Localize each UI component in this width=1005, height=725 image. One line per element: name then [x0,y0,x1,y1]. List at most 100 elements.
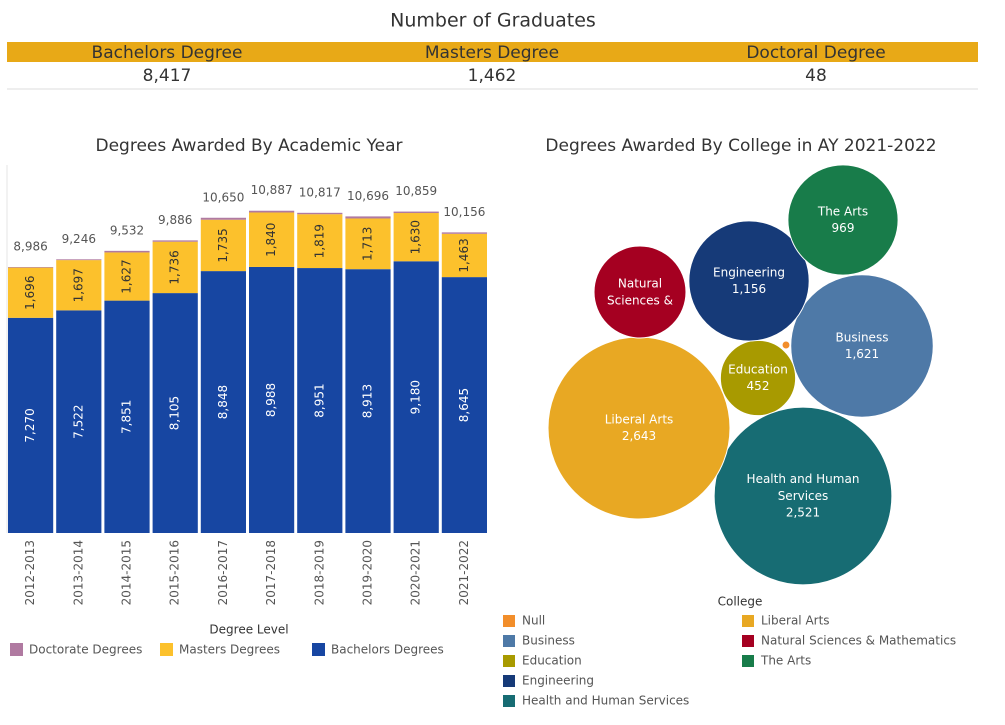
legend-swatch [160,643,173,656]
x-tick-label: 2012-2013 [23,540,37,605]
bar-segment [152,241,198,294]
total-label: 10,650 [202,190,244,204]
bar-segment [393,213,439,262]
bar-segment [249,266,295,533]
value-label: 1,713 [361,227,375,261]
legend-label: Null [522,614,545,628]
bubble-value: 1,621 [845,347,879,361]
bubble [547,336,731,520]
bubble-value: 969 [832,221,855,235]
bar-segment [200,271,246,533]
bar-segment [8,267,54,318]
legend-swatch [742,635,754,647]
value-label: 1,840 [264,223,278,257]
kpi-value: 8,417 [143,66,192,86]
bubble-name: Health and Human Services [747,472,860,503]
legend-label: Natural Sciences & Mathematics [761,634,956,648]
legend-swatch [742,615,754,627]
legend-swatch [503,695,515,707]
bar-segment [104,250,150,253]
bar-segment [345,218,391,270]
bar-segment [393,211,439,214]
value-label: 7,270 [23,408,37,442]
bubble [713,406,893,586]
legend-title: Degree Level [209,623,288,637]
kpi-label: Bachelors Degree [92,43,243,63]
value-label: 8,988 [264,383,278,417]
value-label: 8,848 [216,385,230,419]
bubble [719,339,797,417]
bar-segment [56,259,102,261]
bar-segment [104,300,150,533]
bubble-name: Natural Sciences & [607,276,673,307]
value-label: 9,180 [409,380,423,414]
legend-label: Health and Human Services [522,694,689,708]
chart-title: Degrees Awarded By Academic Year [95,136,402,156]
bar-segment [393,261,439,533]
bar-segment [200,219,246,272]
value-label: 1,630 [409,220,423,254]
x-tick-label: 2015-2016 [168,540,182,605]
bar-segment [200,217,246,220]
kpi-label: Masters Degree [425,43,559,63]
total-label: 10,887 [251,183,293,197]
value-label: 7,851 [120,400,134,434]
x-tick-label: 2016-2017 [216,540,230,605]
bubble-name: Engineering [713,265,785,279]
value-label: 1,463 [457,238,471,272]
total-label: 9,886 [158,213,192,227]
value-label: 1,697 [71,268,85,302]
bubble-value: 2,643 [622,429,656,443]
bubble-name: Business [836,330,889,344]
legend-title: College [718,595,763,609]
bubble-value: 2,521 [786,506,820,520]
value-label: 1,735 [216,228,230,262]
kpi-label: Doctoral Degree [746,43,885,63]
total-label: 10,817 [299,185,341,199]
total-label: 10,859 [395,184,437,198]
bubble [593,245,687,339]
bar-segment [441,233,487,278]
x-tick-label: 2017-2018 [264,540,278,605]
bar-segment [8,267,54,268]
legend-label: Masters Degrees [179,643,280,657]
bar-segment [297,268,343,533]
chart-title: Degrees Awarded By College in AY 2021-20… [545,136,936,156]
total-label: 8,986 [13,240,47,254]
bar-segment [249,210,295,213]
bar-segment [345,216,391,219]
bar-segment [8,317,54,533]
bubble-value: 452 [747,379,770,393]
value-label: 7,522 [71,404,85,438]
value-label: 1,696 [23,276,37,310]
legend-swatch [312,643,325,656]
dashboard-title: Number of Graduates [390,10,596,32]
bubble [781,340,791,350]
value-label: 8,105 [168,396,182,430]
value-label: 1,627 [120,259,134,293]
value-label: 8,645 [457,388,471,422]
bar-segment [56,310,102,533]
bar-segment [441,277,487,533]
legend-swatch [10,643,23,656]
bar-segment [297,212,343,215]
bar-segment [104,252,150,301]
kpi-value: 1,462 [468,66,517,86]
kpi-value: 48 [805,66,827,86]
bar-segment [152,293,198,533]
x-tick-label: 2013-2014 [71,540,85,605]
bar-segment [297,214,343,269]
value-label: 8,951 [312,383,326,417]
legend-swatch [742,655,754,667]
total-label: 10,156 [443,205,485,219]
x-tick-label: 2019-2020 [361,540,375,605]
value-label: 1,819 [312,224,326,258]
bar-segment [249,212,295,267]
x-tick-label: 2014-2015 [120,540,134,605]
bubble-value: 1,156 [732,282,766,296]
legend-label: Doctorate Degrees [29,643,142,657]
legend-label: Education [522,654,582,668]
bubble-name: The Arts [817,204,868,218]
legend-label: Business [522,634,575,648]
